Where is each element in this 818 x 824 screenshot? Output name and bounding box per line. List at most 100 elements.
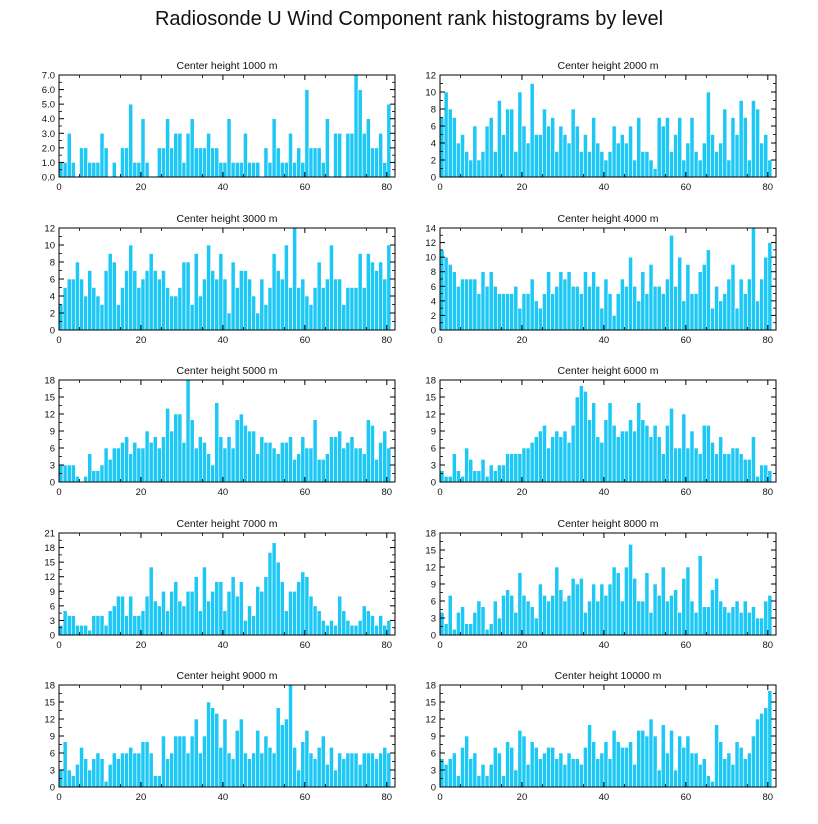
bar	[747, 752, 752, 788]
x-tick-label: 0	[56, 182, 61, 193]
bar	[132, 615, 138, 636]
bars	[58, 379, 392, 483]
bar	[529, 442, 535, 483]
bar	[271, 253, 277, 331]
bar	[226, 118, 232, 178]
y-tick-label: 12	[44, 224, 55, 235]
x-tick-label: 80	[763, 640, 774, 651]
bar	[308, 147, 314, 178]
bar	[103, 624, 109, 636]
y-tick-label: 0	[50, 783, 55, 794]
bar	[763, 464, 769, 483]
bar	[681, 159, 687, 178]
bar	[570, 108, 576, 178]
bar	[361, 605, 367, 636]
y-tick-label: 9	[431, 732, 436, 743]
bar	[472, 278, 478, 331]
x-tick-label: 0	[437, 640, 442, 651]
bar	[583, 271, 588, 331]
y-tick-label: 9	[431, 580, 436, 591]
bar	[439, 470, 445, 483]
bar	[79, 747, 84, 788]
bar	[128, 747, 134, 788]
bar	[595, 436, 601, 483]
bar	[374, 624, 379, 636]
bar	[533, 134, 539, 178]
bar	[751, 606, 756, 636]
bar	[140, 741, 146, 788]
bar	[722, 293, 728, 331]
bar	[226, 752, 232, 788]
bar	[734, 447, 740, 483]
bar	[79, 147, 84, 178]
bar	[83, 476, 88, 483]
bars	[439, 227, 773, 331]
bar	[579, 764, 584, 788]
x-tick-label: 40	[218, 487, 229, 498]
bar	[66, 278, 72, 331]
bar	[763, 134, 769, 178]
bar	[214, 278, 220, 331]
bar	[542, 293, 547, 331]
bar	[366, 419, 371, 483]
bar	[497, 100, 502, 178]
bar	[226, 312, 232, 331]
bar	[255, 312, 261, 331]
y-tick-label: 18	[44, 376, 55, 387]
bar	[693, 752, 699, 788]
bar	[652, 735, 658, 788]
y-tick-label: 3	[431, 766, 436, 777]
bar	[447, 476, 453, 483]
bar	[476, 159, 482, 178]
y-tick-label: 9	[50, 732, 55, 743]
bar	[107, 459, 113, 483]
panel-3: Center height 3000 m 0 2 4 6 8 10 12 0 20 40 60 80	[44, 213, 396, 346]
y-tick-label: 15	[425, 698, 436, 709]
panel-title: Center height 8000 m	[558, 518, 659, 530]
bar	[665, 600, 670, 636]
bar	[370, 752, 375, 788]
y-tick-label: 3	[431, 461, 436, 472]
y-tick-label: 8	[50, 258, 55, 269]
bar	[279, 581, 285, 636]
bar	[497, 464, 502, 483]
bar	[562, 600, 568, 636]
figure-title: Radiosonde U Wind Component rank histogr…	[154, 8, 664, 30]
bar	[111, 162, 117, 178]
bar	[554, 430, 560, 483]
bar	[361, 132, 367, 178]
bar	[505, 741, 510, 788]
bar	[255, 453, 261, 483]
bar	[341, 758, 347, 788]
bar	[189, 735, 195, 788]
bar	[689, 293, 695, 331]
bar	[161, 270, 166, 331]
bar	[619, 747, 625, 788]
bar	[726, 752, 732, 788]
panel-title: Center height 5000 m	[177, 365, 278, 377]
y-tick-label: 0	[431, 783, 436, 794]
bars	[58, 684, 392, 788]
bar	[759, 464, 765, 483]
bar	[263, 147, 269, 178]
bar	[681, 300, 687, 331]
bar	[148, 752, 154, 788]
bar	[710, 307, 715, 331]
bar	[58, 624, 64, 636]
bar	[673, 589, 678, 636]
bar	[169, 295, 175, 331]
bar	[570, 425, 576, 483]
bar	[722, 606, 728, 636]
bar	[505, 453, 510, 483]
bar	[710, 589, 715, 636]
bar	[234, 595, 240, 636]
bar	[202, 566, 207, 636]
bar	[312, 758, 318, 788]
bar	[275, 453, 281, 483]
bar	[79, 278, 84, 331]
bar	[644, 293, 650, 331]
bar	[386, 103, 392, 178]
bar	[538, 430, 543, 483]
bar	[267, 442, 273, 483]
